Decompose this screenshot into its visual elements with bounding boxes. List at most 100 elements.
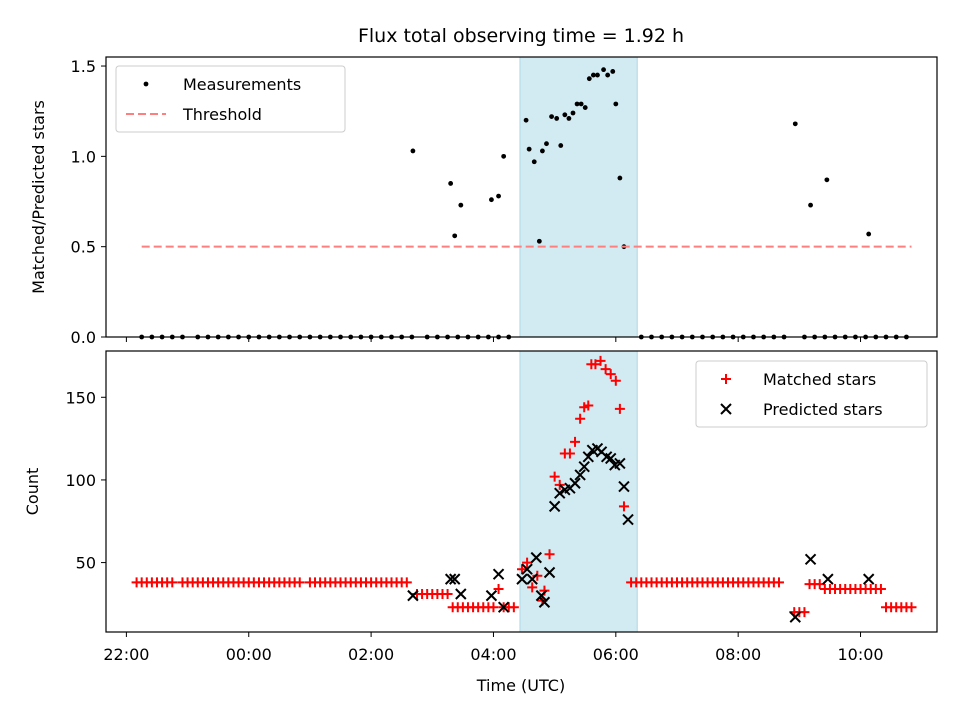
legend: Measurements Threshold xyxy=(115,65,346,133)
matched-star-point xyxy=(875,584,886,595)
measurement-point xyxy=(489,197,494,203)
predicted-star-point xyxy=(543,566,556,579)
measurement-point xyxy=(558,143,564,148)
series-measurements xyxy=(139,67,909,340)
predicted-star-point xyxy=(618,480,630,493)
measurement-point xyxy=(410,148,416,154)
y-tick-label: 0.0 xyxy=(71,328,96,347)
matched-star-point xyxy=(517,564,528,575)
predicted-star-point xyxy=(789,611,801,623)
matched-star-point xyxy=(605,369,616,380)
series-matched-stars xyxy=(131,355,917,618)
measurement-point xyxy=(549,114,554,120)
matched-star-point xyxy=(564,448,575,459)
predicted-star-point xyxy=(538,596,551,608)
matched-star-point xyxy=(442,588,453,599)
predicted-star-point xyxy=(822,573,834,585)
measurement-point xyxy=(531,159,537,165)
matched-star-point xyxy=(773,577,784,588)
legend-entry-label: Matched stars xyxy=(763,370,876,389)
legend: Matched stars Predicted stars xyxy=(695,360,928,428)
measurement-point xyxy=(595,72,600,78)
legend-entry-label: Predicted stars xyxy=(763,400,883,419)
x-tick-label: 22:00 xyxy=(103,645,149,664)
observing-window-span xyxy=(519,350,638,633)
predicted-star-point xyxy=(407,589,419,602)
measurement-point xyxy=(452,233,458,239)
measurement-point xyxy=(544,141,549,147)
measurement-point xyxy=(613,101,619,107)
measurement-point xyxy=(582,105,588,110)
matched-star-point xyxy=(595,355,606,366)
matched-star-point xyxy=(610,375,621,386)
predicted-star-point xyxy=(582,451,594,463)
predicted-star-point xyxy=(526,573,538,585)
predicted-star-point xyxy=(485,589,498,602)
predicted-star-point xyxy=(548,500,561,513)
predicted-star-point xyxy=(449,573,461,585)
measurement-point xyxy=(570,110,576,116)
legend-entry-label: Measurements xyxy=(183,75,301,94)
measurement-point xyxy=(617,175,623,181)
predicted-star-point xyxy=(497,601,510,613)
measurement-point xyxy=(605,72,611,78)
matched-star-point xyxy=(575,413,586,424)
legend-marker-x xyxy=(720,403,732,415)
x-axis-label: Time (UTC) xyxy=(476,676,565,695)
chart-title: Flux total observing time = 1.92 h xyxy=(358,25,684,47)
measurement-point xyxy=(448,181,454,186)
axes-frame xyxy=(105,56,938,338)
y-axis-label: Matched/Predicted stars xyxy=(29,100,48,294)
predicted-star-point xyxy=(492,568,505,580)
measurement-point xyxy=(554,116,560,121)
legend-box xyxy=(695,360,928,428)
legend-box xyxy=(115,65,346,133)
matched-star-point xyxy=(493,584,504,595)
predicted-star-point xyxy=(516,573,528,585)
matched-star-point xyxy=(522,557,533,568)
series-predicted-stars xyxy=(407,442,875,623)
observing-window-span xyxy=(519,56,638,338)
x-tick-label: 06:00 xyxy=(593,645,639,664)
predicted-star-point xyxy=(605,452,617,465)
legend-marker-plus xyxy=(721,374,731,384)
matched-star-point xyxy=(554,479,565,490)
measurement-point xyxy=(562,112,568,118)
x-tick-label: 04:00 xyxy=(470,645,516,664)
predicted-star-point xyxy=(578,460,590,473)
matched-star-point xyxy=(614,403,625,414)
matched-star-point xyxy=(527,582,538,593)
matched-star-point xyxy=(799,607,810,618)
matched-star-point xyxy=(544,549,555,560)
matched-star-point xyxy=(590,359,601,370)
measurement-point xyxy=(792,121,798,127)
measurement-point xyxy=(574,101,580,107)
matched-star-point xyxy=(618,501,629,512)
measurement-point xyxy=(578,101,584,107)
measurement-point xyxy=(496,193,501,199)
top-panel: 0.0 0.5 1.0 1.5 Matched/Predicted stars Measu… xyxy=(29,56,938,347)
y-tick-label: 0.5 xyxy=(71,238,96,257)
measurement-point xyxy=(824,177,830,183)
matched-star-point xyxy=(906,602,917,613)
predicted-star-point xyxy=(804,553,817,565)
predicted-star-point xyxy=(622,513,634,526)
predicted-star-point xyxy=(535,589,548,602)
predicted-star-point xyxy=(455,588,467,600)
matched-star-point xyxy=(508,602,519,613)
measurement-point xyxy=(610,69,616,74)
matched-star-point xyxy=(167,577,178,588)
x-tick-label: 02:00 xyxy=(348,645,394,664)
axes-frame xyxy=(105,350,938,633)
measurement-point xyxy=(501,153,507,159)
measurement-point xyxy=(536,238,542,244)
x-tick-label: 08:00 xyxy=(715,645,761,664)
y-tick-label: 50 xyxy=(76,554,96,573)
measurement-point xyxy=(540,148,545,154)
predicted-star-point xyxy=(530,551,542,564)
y-tick-label: 100 xyxy=(65,471,96,490)
bottom-panel: 50 100 150 22:00 00:00 02:00 04:00 06:00 08:00 10… xyxy=(23,350,938,664)
predicted-star-point xyxy=(444,573,457,585)
predicted-star-point xyxy=(521,563,533,575)
measurement-point xyxy=(523,117,529,123)
